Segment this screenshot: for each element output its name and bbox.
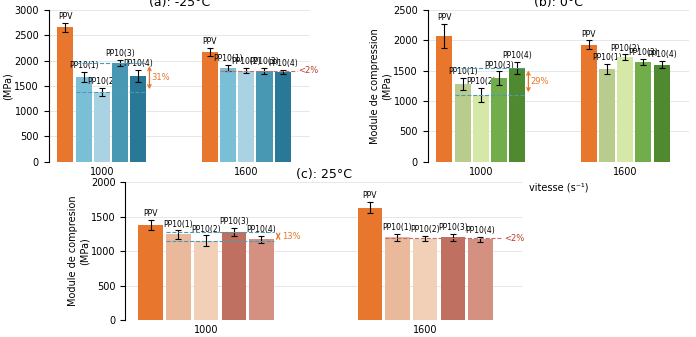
Text: <2%: <2% bbox=[504, 234, 525, 243]
Text: PP10(4): PP10(4) bbox=[246, 225, 276, 234]
Text: PP10(1): PP10(1) bbox=[383, 223, 412, 232]
Text: PP10(1): PP10(1) bbox=[69, 61, 98, 70]
Bar bbox=[166, 235, 191, 320]
Bar bbox=[193, 241, 218, 320]
Text: PPV: PPV bbox=[581, 30, 596, 39]
Bar bbox=[94, 92, 110, 162]
Bar bbox=[413, 239, 437, 320]
Title: (b): 0°C: (b): 0°C bbox=[534, 0, 583, 9]
Bar bbox=[358, 208, 382, 320]
Text: PP10(3): PP10(3) bbox=[438, 223, 468, 232]
Text: PP10(2): PP10(2) bbox=[411, 225, 440, 234]
Bar bbox=[441, 237, 465, 320]
Bar bbox=[130, 76, 146, 162]
Bar bbox=[473, 95, 489, 162]
Text: 29%: 29% bbox=[530, 77, 549, 86]
Text: PP10(1): PP10(1) bbox=[448, 67, 477, 76]
X-axis label: vitesse (s⁻¹): vitesse (s⁻¹) bbox=[150, 182, 209, 192]
Text: PPV: PPV bbox=[143, 209, 158, 218]
Text: PP10(2): PP10(2) bbox=[191, 224, 221, 234]
Text: PPV: PPV bbox=[437, 13, 452, 22]
Text: PP10(2): PP10(2) bbox=[87, 77, 117, 86]
Bar bbox=[275, 72, 291, 162]
Bar bbox=[617, 57, 633, 162]
Bar bbox=[491, 78, 507, 162]
Bar bbox=[436, 36, 452, 162]
Bar bbox=[221, 232, 246, 320]
Text: PP10(3): PP10(3) bbox=[105, 49, 135, 58]
Bar bbox=[238, 71, 254, 162]
Text: 31%: 31% bbox=[152, 73, 171, 82]
Y-axis label: Module de compression
(MPa): Module de compression (MPa) bbox=[370, 28, 392, 144]
X-axis label: vitesse (s⁻¹): vitesse (s⁻¹) bbox=[529, 182, 588, 192]
Text: PPV: PPV bbox=[203, 37, 217, 46]
Title: (c): 25°C: (c): 25°C bbox=[296, 168, 351, 181]
Text: PP10(1): PP10(1) bbox=[164, 220, 193, 229]
Text: PP10(4): PP10(4) bbox=[123, 59, 153, 68]
Bar bbox=[202, 52, 218, 162]
Bar bbox=[256, 71, 273, 162]
Bar bbox=[635, 62, 651, 162]
Bar bbox=[599, 69, 615, 162]
Bar bbox=[580, 45, 596, 162]
Bar bbox=[509, 68, 525, 162]
Bar bbox=[386, 237, 410, 320]
Text: PP10(3): PP10(3) bbox=[219, 217, 248, 226]
Bar bbox=[76, 77, 92, 162]
Text: PPV: PPV bbox=[363, 191, 377, 201]
Text: PP10(4): PP10(4) bbox=[466, 226, 496, 235]
Y-axis label: Module de compresion
(MPa): Module de compresion (MPa) bbox=[68, 196, 90, 306]
Text: PP10(4): PP10(4) bbox=[503, 51, 532, 60]
Text: PP10(1): PP10(1) bbox=[592, 53, 622, 62]
Bar bbox=[454, 84, 470, 162]
Text: PP10(4): PP10(4) bbox=[647, 50, 677, 59]
Text: PP10(2): PP10(2) bbox=[232, 57, 261, 66]
Text: PPV: PPV bbox=[58, 12, 72, 21]
Text: 13%: 13% bbox=[282, 232, 300, 241]
Bar bbox=[468, 239, 493, 320]
Bar bbox=[57, 27, 74, 162]
Text: PP10(4): PP10(4) bbox=[268, 59, 298, 68]
Text: PP10(2): PP10(2) bbox=[466, 77, 496, 86]
Bar bbox=[139, 225, 163, 320]
Bar bbox=[249, 239, 274, 320]
Bar bbox=[112, 63, 128, 162]
Text: PP10(3): PP10(3) bbox=[628, 48, 658, 57]
Title: (a): -25°C: (a): -25°C bbox=[149, 0, 210, 9]
Bar bbox=[654, 65, 670, 162]
Text: <2%: <2% bbox=[299, 66, 319, 75]
Text: PP10(2): PP10(2) bbox=[610, 43, 640, 53]
Text: PP10(3): PP10(3) bbox=[484, 61, 514, 69]
Text: PP10(1): PP10(1) bbox=[213, 54, 243, 63]
Text: PP10(3): PP10(3) bbox=[250, 57, 279, 66]
Bar bbox=[220, 68, 236, 162]
Y-axis label: Module de compression
(MPa): Module de compression (MPa) bbox=[0, 28, 13, 144]
